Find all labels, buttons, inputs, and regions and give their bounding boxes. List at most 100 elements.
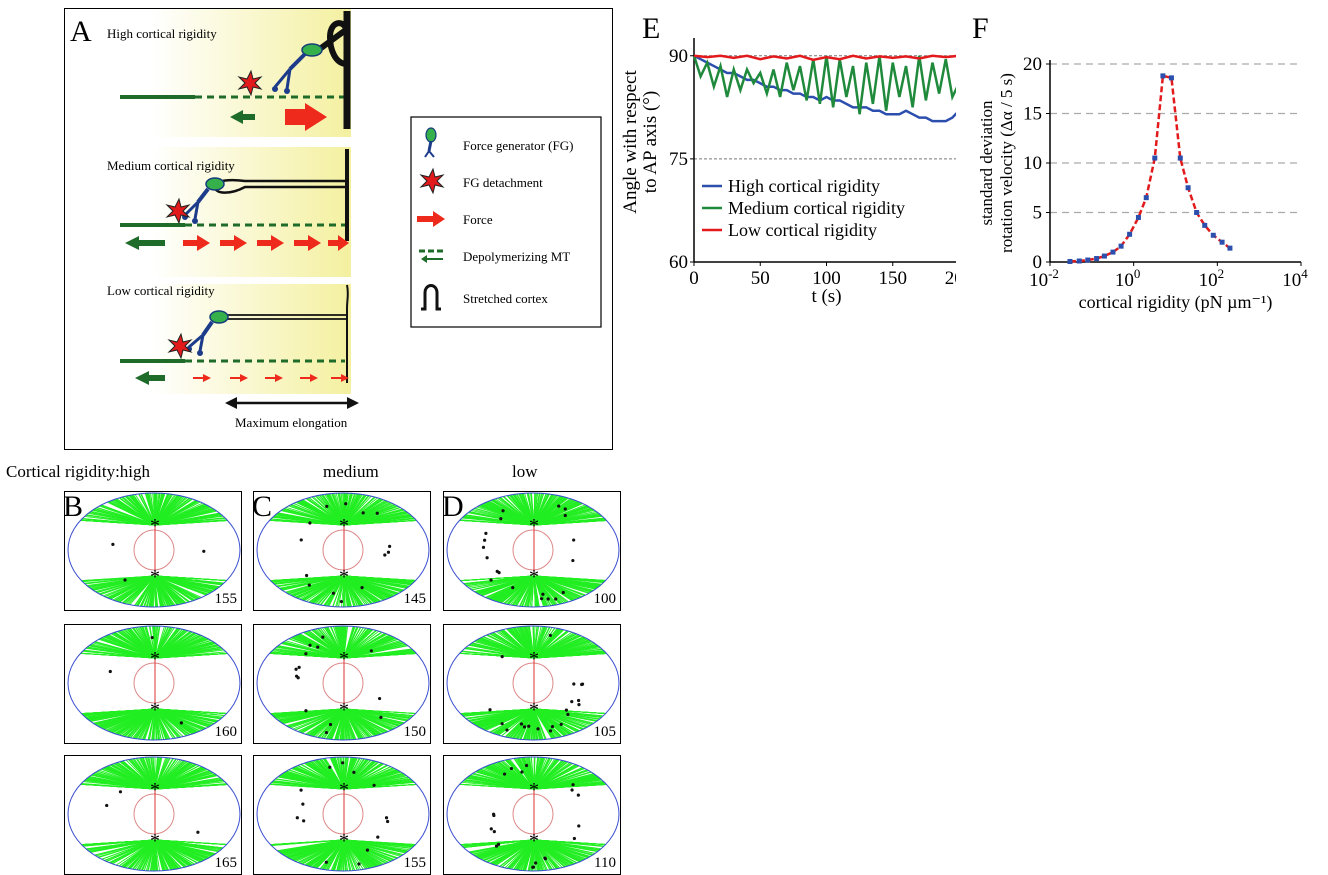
centrosome-marker: * <box>150 648 160 670</box>
force-generator-dot <box>532 866 535 869</box>
force-generator-dot <box>109 670 112 673</box>
data-point <box>1085 258 1090 263</box>
force-generator-dot <box>299 789 302 792</box>
force-generator-dot <box>549 729 552 732</box>
force-generator-dot <box>308 644 311 647</box>
y-tick-label: 15 <box>1023 104 1042 125</box>
sim-header-medium: medium <box>323 462 379 482</box>
force-generator-dot <box>511 586 514 589</box>
centrosome-marker: * <box>150 515 160 537</box>
force-generator-dot <box>302 819 305 822</box>
data-point <box>1169 75 1174 80</box>
force-generator-dot <box>308 583 311 586</box>
sim-panel-medium-1: **150 <box>253 624 431 744</box>
x-tick-label: 50 <box>751 268 770 289</box>
centrosome-marker: * <box>529 515 539 537</box>
force-generator-dot <box>340 600 343 603</box>
centrosome-marker: * <box>339 648 349 670</box>
force-generator-dot <box>352 771 355 774</box>
row-high-title: High cortical rigidity <box>107 26 217 42</box>
force-generator-dot <box>341 761 344 764</box>
data-point <box>1077 259 1082 264</box>
force-generator-dot <box>570 788 573 791</box>
force-generator-dot <box>570 700 573 703</box>
force-generator-dot <box>551 725 554 728</box>
force-generator-dot <box>385 816 388 819</box>
force-generator-dot <box>362 511 365 514</box>
centrosome-marker: * <box>339 566 349 588</box>
data-point <box>1186 185 1191 190</box>
frame-number: 155 <box>215 591 238 608</box>
force-generator-dot <box>489 578 492 581</box>
y-tick-label: 60 <box>669 252 688 273</box>
data-point <box>1160 73 1165 78</box>
force-generator-dot <box>557 504 560 507</box>
force-generator-dot <box>180 721 183 724</box>
force-generator-dot <box>376 836 379 839</box>
force-generator-dot <box>572 538 575 541</box>
data-point <box>1110 250 1115 255</box>
force-generator-dot <box>510 767 513 770</box>
force-generator-dot <box>485 556 488 559</box>
legend-label-force: Force <box>463 212 493 228</box>
legend-label-fg-detachment: FG detachment <box>463 175 543 191</box>
data-point <box>1211 233 1216 238</box>
data-point <box>1094 256 1099 261</box>
force-generator-dot <box>325 861 328 864</box>
centrosome-marker: * <box>529 566 539 588</box>
x-tick-label: 150 <box>879 268 908 289</box>
data-point <box>1178 156 1183 161</box>
series-line-1 <box>694 56 956 114</box>
sim-panel-low-2: **110 <box>443 755 621 875</box>
legend-entry: Medium cortical rigidity <box>728 198 905 218</box>
data-point <box>1102 254 1107 259</box>
sim-panel-high-2: **165 <box>64 755 242 875</box>
y-tick-label: 0 <box>1033 252 1043 273</box>
centrosome-marker: * <box>529 699 539 721</box>
centrosome-marker: * <box>529 648 539 670</box>
force-generator-dot <box>572 682 575 685</box>
row-medium-title: Medium cortical rigidity <box>107 158 235 174</box>
data-point <box>1194 210 1199 215</box>
force-generator-dot <box>379 716 382 719</box>
legend-label-force-generator: Force generator (FG) <box>463 138 573 154</box>
centrosome-marker: * <box>339 515 349 537</box>
force-generator-dot <box>547 597 550 600</box>
force-generator-dot <box>366 849 369 852</box>
force-generator-dot <box>357 862 360 865</box>
panel-d-label: D <box>443 492 464 522</box>
force-generator-dot <box>196 831 199 834</box>
y-tick-label: 10 <box>1023 153 1042 174</box>
data-point <box>1227 246 1232 251</box>
force-generator-dot <box>202 550 205 553</box>
force-generator-dot <box>321 636 324 639</box>
force-generator-dot <box>388 545 391 548</box>
force-generator-dot <box>577 703 580 706</box>
max-elongation-label: Maximum elongation <box>235 415 347 431</box>
force-generator-dot <box>297 676 300 679</box>
y-axis-label-line: to AP axis (°) <box>640 91 661 193</box>
force-generator-dot <box>329 723 332 726</box>
sim-header-low: low <box>512 462 538 482</box>
centrosome-marker: * <box>150 699 160 721</box>
legend-entry: Low cortical rigidity <box>728 220 877 240</box>
force-generator-dot <box>565 709 568 712</box>
data-point <box>1202 223 1207 228</box>
force-generator-dot <box>344 502 347 505</box>
force-generator-dot <box>372 784 375 787</box>
max-elongation-arrow <box>225 397 359 409</box>
force-generator-dot <box>497 571 500 574</box>
force-generator-dot <box>564 507 567 510</box>
force-generator-dot <box>501 655 504 658</box>
x-tick-label: 200 <box>945 268 956 289</box>
force-generator-dot <box>119 790 122 793</box>
force-generator-dot <box>540 597 543 600</box>
force-generator-dot <box>577 794 580 797</box>
force-generator-dot <box>577 699 580 702</box>
force-generator-dot <box>298 666 301 669</box>
force-generator-dot <box>316 645 319 648</box>
y-tick-label: 90 <box>669 46 688 67</box>
force-generator-dot <box>493 830 496 833</box>
